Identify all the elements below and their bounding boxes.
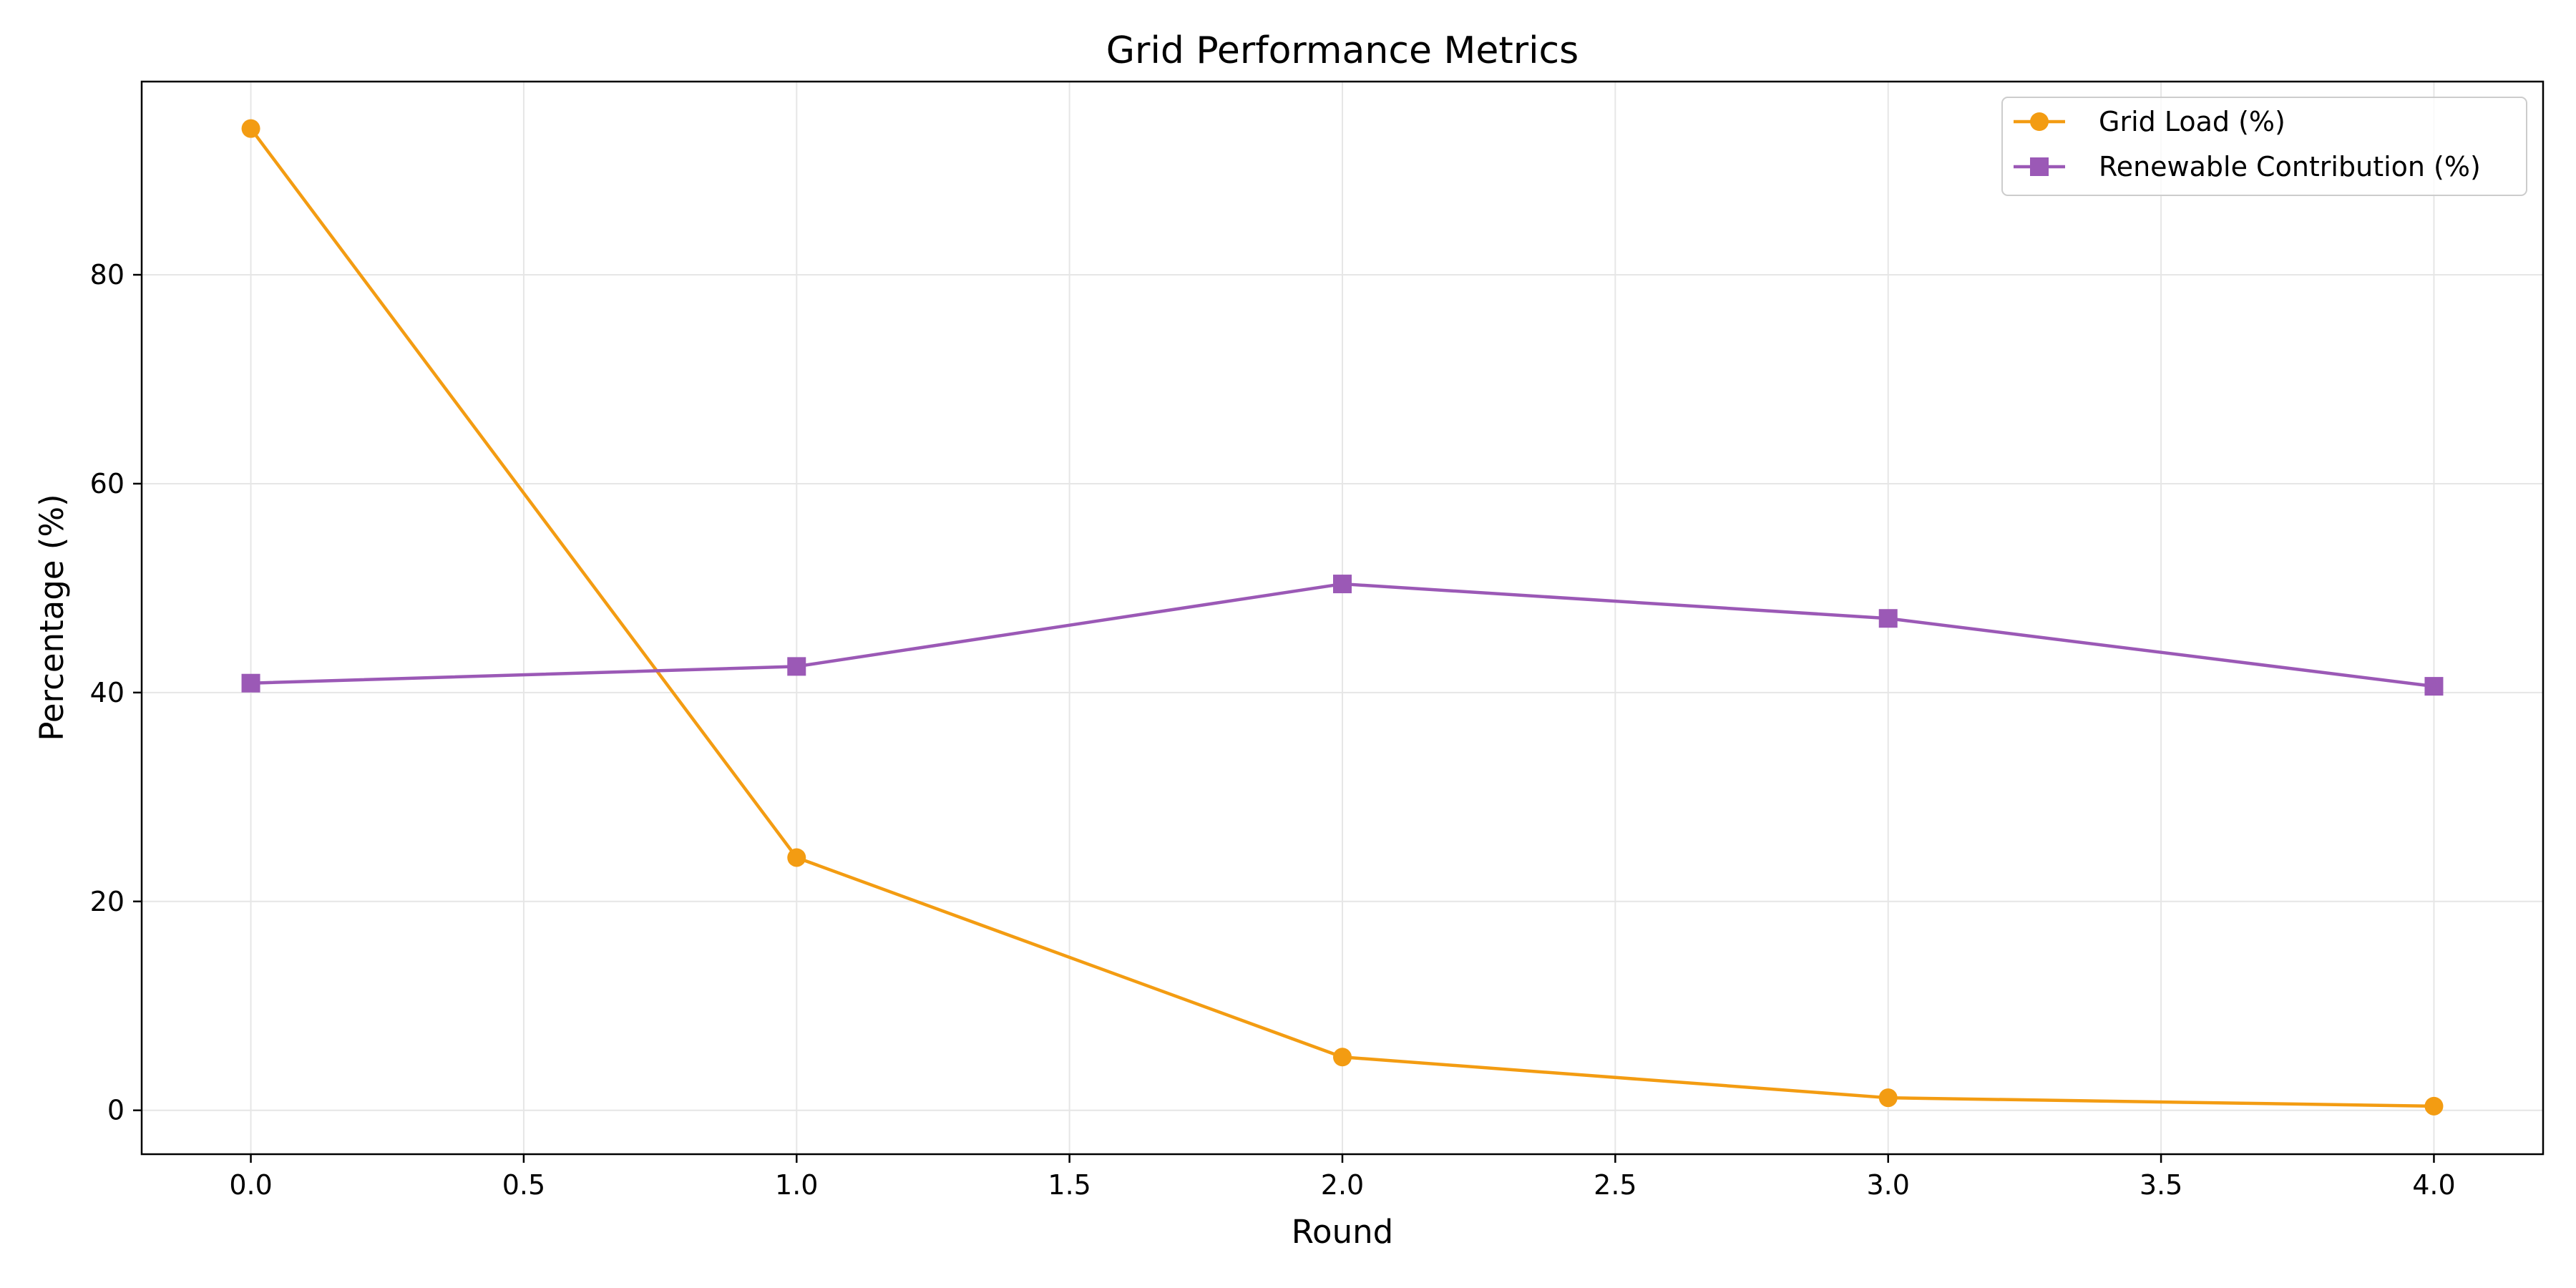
x-tick-label: 4.0 [2412,1169,2455,1201]
y-tick-label: 60 [90,468,125,499]
x-tick-label: 1.5 [1048,1169,1091,1201]
data-point [1333,575,1352,594]
y-tick-label: 40 [90,677,125,708]
data-point [1333,1048,1352,1067]
grid-lines [142,82,2543,1154]
x-tick-label: 0.0 [229,1169,272,1201]
data-point [1878,1088,1898,1108]
legend-box [2001,97,2527,196]
data-point [241,673,260,693]
x-axis-label: Round [1292,1213,1393,1251]
series-layer [241,119,2444,1116]
data-point [1878,609,1898,628]
x-tick-label: 1.0 [775,1169,818,1201]
y-tick-label: 0 [107,1095,125,1126]
legend-label: Renewable Contribution (%) [2099,151,2481,182]
legend-label: Grid Load (%) [2099,106,2285,137]
series-2 [241,575,2444,696]
legend-item-1: Grid Load (%) [2014,106,2285,137]
x-tick-label: 3.0 [1867,1169,1910,1201]
x-tick-label: 2.5 [1594,1169,1636,1201]
y-axis-label: Percentage (%) [33,494,71,741]
data-point [2424,677,2444,696]
data-point [241,119,260,138]
x-tick-label: 3.5 [2140,1169,2182,1201]
data-point [787,848,806,867]
data-point [787,657,806,676]
legend-marker [2030,112,2049,131]
y-axis-ticks: 0 20 40 60 80 [90,259,142,1126]
legend: Grid Load (%) Renewable Contribution (%) [2001,97,2527,196]
x-axis-ticks: 0.0 0.5 1.0 1.5 2.0 2.5 3.0 3.5 4.0 [229,1154,2456,1201]
x-tick-label: 0.5 [502,1169,545,1201]
legend-item-2: Renewable Contribution (%) [2014,151,2481,182]
data-point [2424,1096,2444,1116]
legend-marker [2030,157,2049,176]
chart-title: Grid Performance Metrics [1106,29,1579,72]
y-tick-label: 20 [90,886,125,917]
x-tick-label: 2.0 [1321,1169,1364,1201]
series-1 [241,119,2444,1116]
y-tick-label: 80 [90,259,125,291]
